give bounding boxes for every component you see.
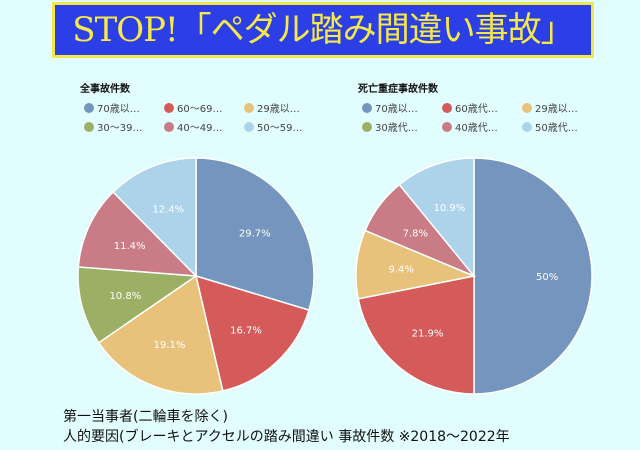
legend-label: 50～59…: [257, 123, 303, 134]
note-line-1: 第一当事者(二輪車を除く): [63, 409, 228, 425]
pie-slice[interactable]: [195, 157, 315, 312]
legend-item[interactable]: 70歳以…: [362, 100, 442, 115]
legend-swatch: [442, 121, 452, 132]
note-line-2: 人的要因(ブレーキとアクセルの踏み間違い 事故件数 ※2018～2022年: [63, 429, 510, 445]
legend-item[interactable]: 60～69…: [164, 100, 244, 115]
legend-swatch: [362, 121, 372, 132]
pie-fatal-serious: 50% 21.9% 9.4% 7.8% 10.9%: [355, 157, 593, 395]
legend-label: 70歳以…: [97, 104, 140, 115]
pie-slice[interactable]: [398, 157, 475, 279]
data-label: 12.4%: [152, 204, 184, 215]
legend-label: 60歳代…: [455, 104, 498, 115]
chart-title: 全事故件数: [80, 84, 130, 95]
legend-item[interactable]: 70歳以…: [84, 100, 164, 115]
chart-title: 死亡重症事故件数: [358, 84, 438, 95]
legend-label: 30～39…: [97, 123, 143, 134]
data-label: 29.7%: [239, 228, 271, 239]
pie-slice[interactable]: [473, 157, 593, 395]
legend-label: 40～49…: [177, 123, 223, 134]
legend-swatch: [442, 102, 452, 113]
legend-label: 70歳以…: [375, 104, 418, 115]
legend-item[interactable]: 40～49…: [164, 119, 244, 134]
pie-slice[interactable]: [112, 157, 197, 278]
legend: 70歳以… 60歳代… 29歳以… 30歳代… 40歳代… 50歳代…: [362, 100, 610, 134]
legend-swatch: [164, 102, 174, 113]
data-label: 9.4%: [389, 265, 414, 276]
legend-label: 50歳代…: [535, 123, 578, 134]
legend-swatch: [362, 102, 372, 113]
legend-swatch: [164, 121, 174, 132]
legend-item[interactable]: 50歳代…: [522, 119, 602, 134]
legend-label: 30歳代…: [375, 123, 418, 134]
legend: 70歳以… 60～69… 29歳以… 30～39… 40～49… 50～59…: [84, 100, 332, 134]
legend-label: 29歳以…: [257, 104, 300, 115]
legend-item[interactable]: 50～59…: [244, 119, 324, 134]
title-banner: STOP!「ペダル踏み間違い事故」: [52, 2, 594, 58]
data-label: 10.8%: [109, 291, 141, 302]
pie-slice[interactable]: [77, 266, 199, 344]
data-label: 50%: [536, 272, 558, 283]
legend-swatch: [84, 102, 94, 113]
chart-fatal-serious: 死亡重症事故件数 70歳以… 60歳代… 29歳以… 30歳代… 40歳代… 50歳代…: [340, 80, 610, 134]
chart-all-accidents: 全事故件数 70歳以… 60～69… 29歳以… 30～39… 40～49… 50～59…: [62, 80, 332, 134]
legend-swatch: [522, 102, 532, 113]
legend-swatch: [244, 121, 254, 132]
legend-item[interactable]: 29歳以…: [522, 100, 602, 115]
pie-slice[interactable]: [194, 274, 310, 392]
legend-item[interactable]: 60歳代…: [442, 100, 522, 115]
legend-label: 29歳以…: [535, 104, 578, 115]
data-label: 7.8%: [403, 228, 428, 239]
legend-item[interactable]: 29歳以…: [244, 100, 324, 115]
legend-swatch: [244, 102, 254, 113]
legend-swatch: [522, 121, 532, 132]
pie-all-accidents: 29.7% 16.7% 19.1% 10.8% 11.4% 12.4%: [77, 157, 315, 395]
legend-item[interactable]: 30歳代…: [362, 119, 442, 134]
pie-slice[interactable]: [77, 190, 198, 277]
data-label: 19.1%: [154, 340, 186, 351]
data-label: 11.4%: [114, 241, 146, 252]
legend-label: 40歳代…: [455, 123, 498, 134]
legend-swatch: [84, 121, 94, 132]
legend-item[interactable]: 40歳代…: [442, 119, 522, 134]
data-label: 16.7%: [230, 325, 262, 336]
pie-slice[interactable]: [97, 274, 224, 395]
legend-label: 60～69…: [177, 104, 223, 115]
data-label: 10.9%: [434, 203, 466, 214]
data-label: 21.9%: [412, 329, 444, 340]
pie-slice[interactable]: [357, 275, 475, 395]
legend-item[interactable]: 30～39…: [84, 119, 164, 134]
